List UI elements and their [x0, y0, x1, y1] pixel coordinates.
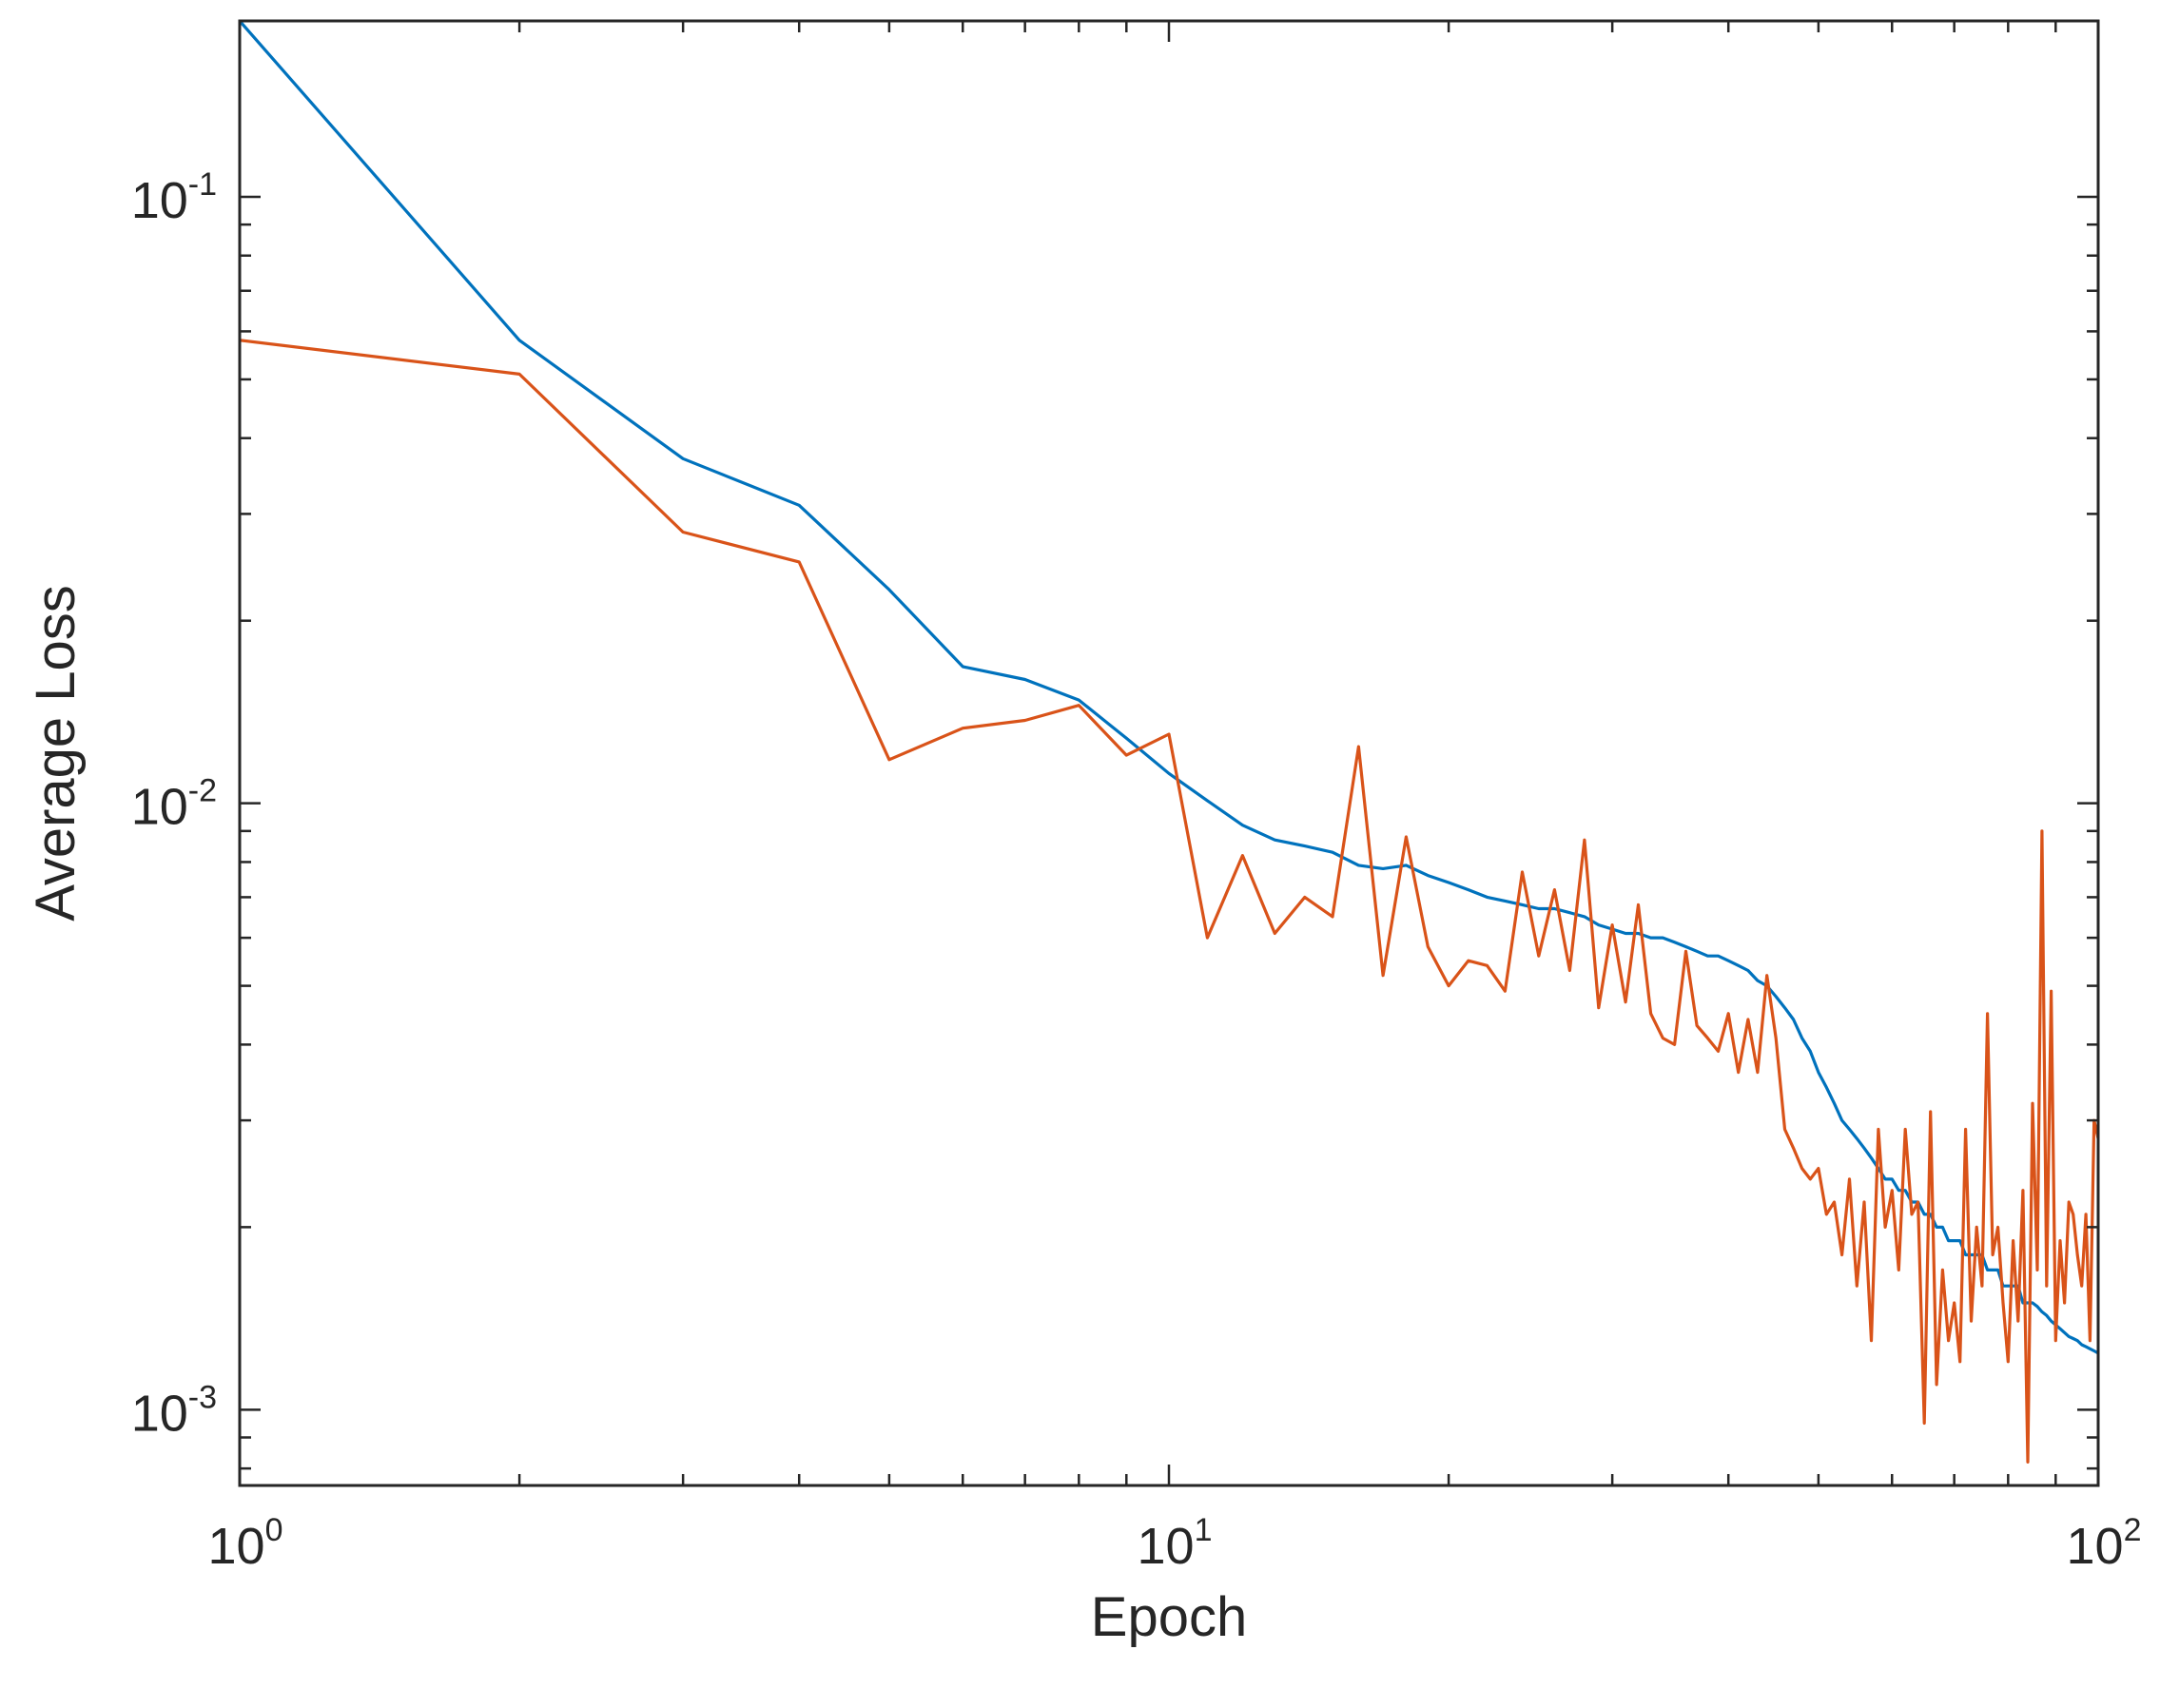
x-axis-title: Epoch: [1091, 1586, 1247, 1648]
series-line-2: [239, 339, 2100, 1464]
x-tick-label: 100: [208, 1512, 283, 1575]
series-layer: [238, 19, 2100, 1464]
y-tick-label: 10-2: [131, 773, 217, 836]
tick-label-layer: 100 101 102 10-1 10-2 10-3: [131, 166, 2142, 1575]
series-line-1: [238, 19, 2099, 1355]
y-tick-label: 10-1: [131, 166, 217, 229]
x-tick-label: 102: [2067, 1512, 2142, 1575]
x-tick-label: 101: [1138, 1512, 1213, 1575]
tick-layer: [238, 21, 2100, 1485]
plot-frame: [238, 19, 2100, 1487]
y-tick-label: 10-3: [131, 1379, 217, 1442]
y-axis-title: Average Loss: [25, 585, 87, 922]
